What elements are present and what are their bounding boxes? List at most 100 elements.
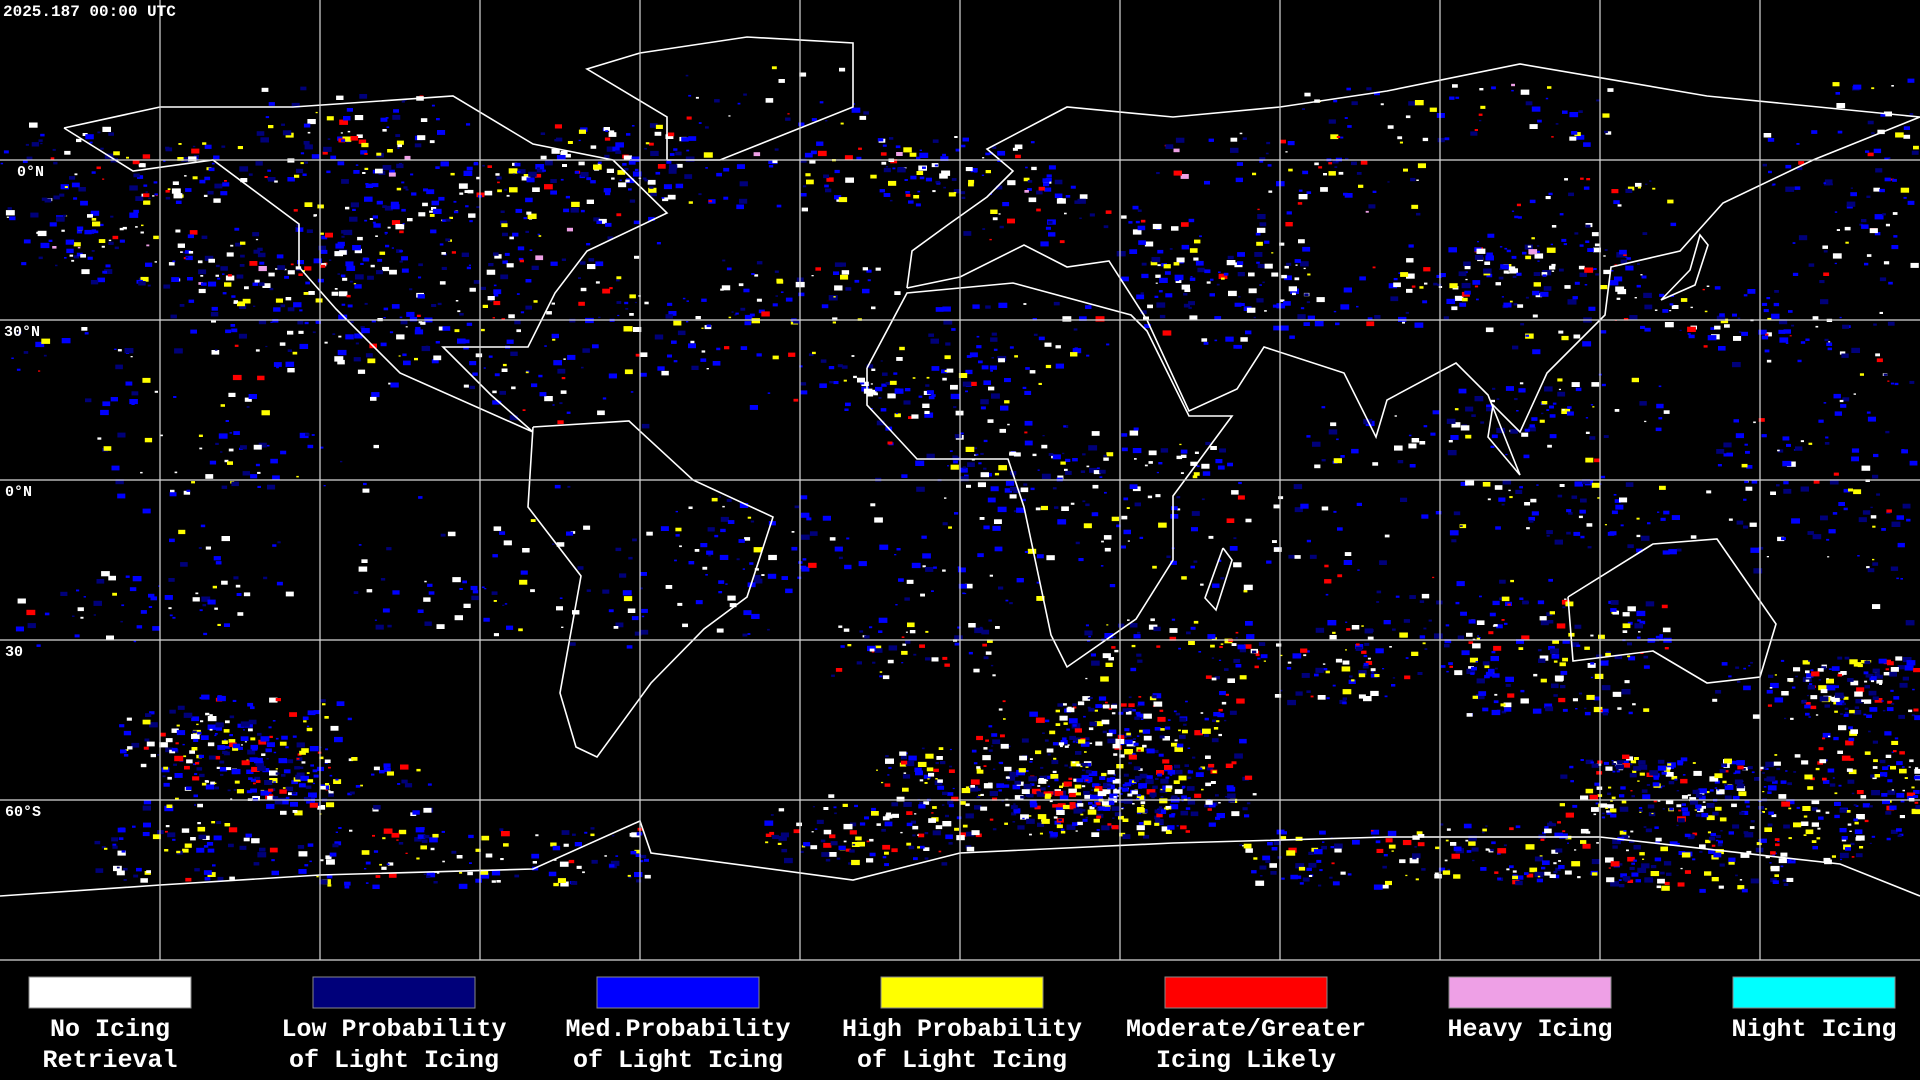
icing-pixel: [1744, 480, 1749, 484]
icing-pixel: [1555, 123, 1559, 125]
icing-pixel: [197, 760, 200, 762]
icing-pixel: [1160, 778, 1169, 784]
icing-pixel: [983, 783, 993, 789]
icing-pixel: [1243, 590, 1248, 593]
icing-pixel: [287, 368, 295, 373]
icing-pixel: [334, 288, 338, 290]
icing-pixel: [429, 210, 433, 213]
icing-pixel: [258, 739, 267, 745]
icing-pixel: [1323, 173, 1327, 176]
icing-pixel: [468, 264, 471, 266]
icing-pixel: [1367, 657, 1371, 660]
icing-pixel: [223, 729, 230, 733]
icing-pixel: [964, 474, 969, 478]
icing-pixel: [1255, 232, 1261, 236]
icing-pixel: [313, 258, 322, 264]
icing-pixel: [1850, 680, 1859, 686]
icing-pixel: [184, 175, 187, 177]
icing-pixel: [985, 739, 989, 742]
icing-pixel: [688, 561, 695, 565]
icing-pixel: [1768, 170, 1772, 174]
icing-pixel: [1546, 534, 1550, 537]
icing-pixel: [1732, 313, 1737, 317]
icing-pixel: [871, 306, 876, 310]
icing-pixel: [217, 623, 221, 626]
icing-pixel: [556, 155, 566, 161]
icing-pixel: [1816, 809, 1821, 813]
icing-pixel: [421, 346, 431, 352]
icing-pixel: [919, 801, 925, 806]
icing-pixel: [903, 147, 912, 153]
icing-pixel: [914, 767, 922, 772]
icing-pixel: [1020, 814, 1029, 820]
icing-pixel: [1237, 272, 1245, 277]
icing-pixel: [1759, 811, 1763, 814]
icing-pixel: [633, 327, 642, 332]
icing-pixel: [235, 242, 242, 247]
icing-pixel: [1118, 815, 1124, 820]
icing-pixel: [481, 835, 490, 841]
icing-pixel: [559, 597, 563, 599]
icing-pixel: [1549, 434, 1557, 439]
icing-pixel: [1820, 515, 1828, 521]
icing-pixel: [1540, 678, 1547, 683]
icing-pixel: [1749, 522, 1757, 527]
icing-pixel: [1777, 840, 1780, 842]
icing-pixel: [1009, 451, 1017, 456]
icing-pixel: [281, 735, 288, 740]
icing-pixel: [38, 256, 43, 260]
icing-pixel: [1046, 174, 1052, 178]
icing-pixel: [1336, 136, 1341, 138]
icing-pixel: [1571, 861, 1581, 867]
icing-pixel: [1355, 643, 1360, 646]
icing-pixel: [784, 857, 793, 864]
icing-pixel: [718, 496, 721, 498]
icing-pixel: [1574, 481, 1584, 487]
icing-pixel: [344, 885, 350, 889]
icing-pixel: [1347, 125, 1352, 128]
icing-pixel: [1056, 824, 1063, 829]
icing-pixel: [1437, 283, 1442, 287]
icing-pixel: [200, 735, 209, 740]
icing-pixel: [1720, 318, 1729, 324]
icing-pixel: [714, 99, 720, 103]
icing-pixel: [1862, 510, 1871, 515]
icing-pixel: [187, 277, 193, 281]
icing-pixel: [431, 359, 439, 364]
icing-pixel: [753, 547, 763, 553]
icing-pixel: [376, 200, 383, 205]
icing-pixel: [1088, 801, 1093, 805]
icing-pixel: [311, 154, 320, 159]
icing-pixel: [1096, 815, 1102, 819]
icing-pixel: [91, 229, 97, 233]
icing-pixel: [1487, 498, 1491, 501]
icing-pixel: [1256, 261, 1260, 264]
icing-pixel: [1080, 765, 1083, 768]
icing-pixel: [1188, 218, 1195, 223]
icing-pixel: [785, 117, 791, 121]
icing-pixel: [1065, 470, 1072, 475]
icing-pixel: [1764, 349, 1770, 353]
icing-pixel: [1642, 794, 1651, 800]
icing-pixel: [467, 189, 474, 194]
icing-pixel: [205, 712, 210, 716]
icing-pixel: [1824, 338, 1829, 342]
icing-pixel: [756, 353, 762, 357]
icing-pixel: [1074, 347, 1078, 350]
icing-pixel: [913, 857, 918, 861]
icing-pixel: [1374, 674, 1380, 678]
icing-pixel: [1365, 210, 1369, 213]
icing-pixel: [436, 118, 440, 121]
icing-pixel: [1453, 874, 1461, 879]
icing-pixel: [94, 840, 101, 845]
icing-pixel: [360, 262, 364, 265]
icing-pixel: [951, 328, 956, 331]
icing-pixel: [399, 316, 403, 319]
icing-pixel: [1337, 527, 1343, 531]
icing-pixel: [1226, 260, 1236, 266]
icing-pixel: [1237, 252, 1245, 257]
icing-pixel: [1622, 612, 1630, 617]
icing-pixel: [1049, 730, 1056, 735]
icing-pixel: [1157, 716, 1166, 722]
icing-pixel: [1564, 178, 1568, 181]
